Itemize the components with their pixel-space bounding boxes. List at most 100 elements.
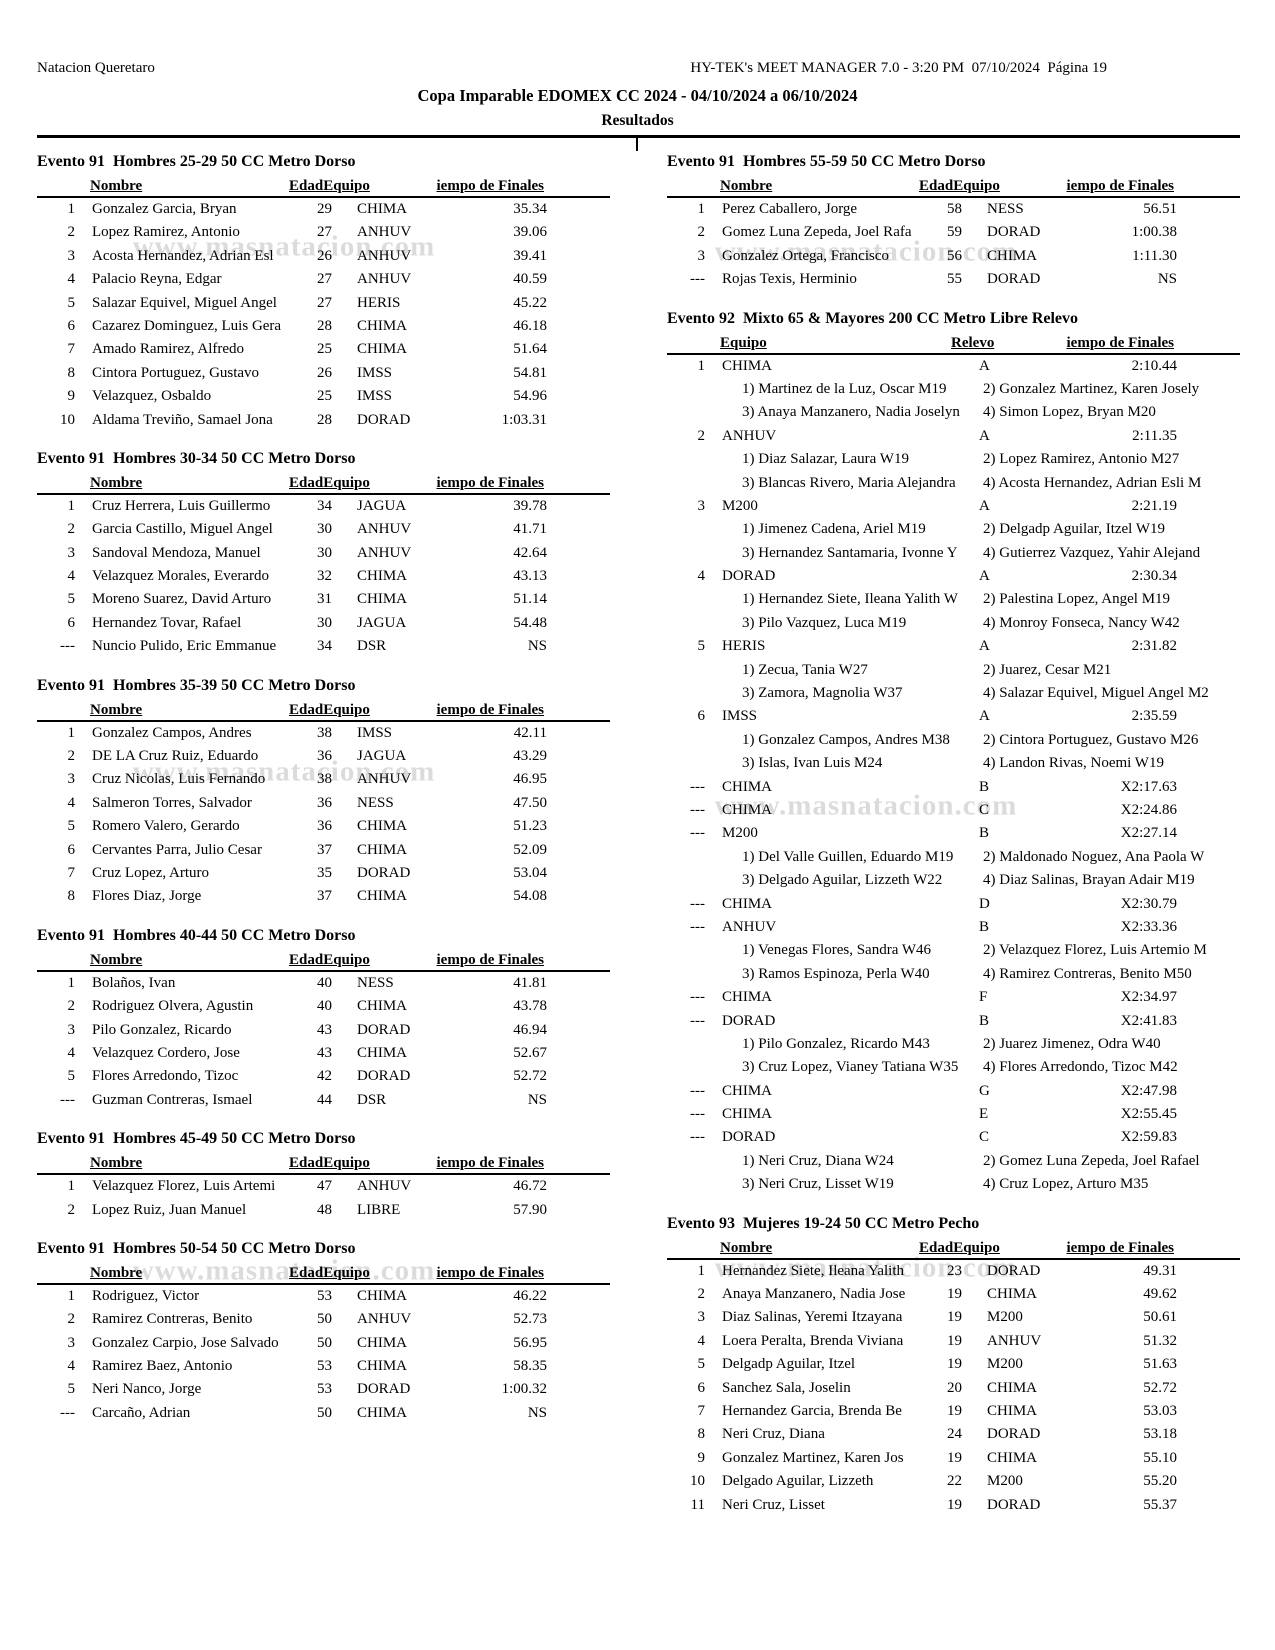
final-time: 45.22 [513,294,547,311]
place: 2 [697,224,706,241]
result-row: 2 Gomez Luna Zepeda, Joel Rafa 59 DORAD 1:00… [667,221,1240,244]
final-time: 54.81 [513,364,547,381]
swimmer-name: Amado Ramirez, Alfredo [92,341,245,358]
final-time: 1:00.38 [1131,224,1177,241]
result-row: 4 Velazquez Morales, Everardo 32 CHIMA 43.13 [37,565,610,588]
place: 1 [697,357,706,374]
result-row: 7 Amado Ramirez, Alfredo 25 CHIMA 51.64 [37,338,610,361]
result-row: 3 Gonzalez Ortega, Francisco 56 CHIMA 1:11.3… [667,245,1240,268]
swimmer-name: Rojas Texis, Herminio [722,271,857,288]
relay-swimmers-row: 1) Gonzalez Campos, Andres M38 2) Cintora… [667,729,1240,752]
final-time: 51.14 [513,591,547,608]
table-header: Nombre EdadEquipo iempo de Finales [37,948,610,972]
team-name: ANHUV [357,521,412,538]
swimmer-name: Neri Nanco, Jorge [92,1381,202,1398]
place: 3 [67,1021,76,1038]
event-title: Evento 91 Hombres 55-59 50 CC Metro Dors… [667,153,986,170]
team-name: IMSS [357,364,393,381]
final-time: 43.13 [513,568,547,585]
age: 43 [317,1044,332,1061]
result-row: 3 Gonzalez Carpio, Jose Salvado 50 CHIMA 56.… [37,1332,610,1355]
result-row: 3 Acosta Hernandez, Adrian Esl 26 ANHUV 39.4… [37,245,610,268]
event-title: Evento 93 Mujeres 19-24 50 CC Metro Pech… [667,1214,980,1232]
table-header: Nombre EdadEquipo iempo de Finales [37,698,610,722]
watermark: www.masnatacion.com [132,230,436,263]
place: --- [690,989,705,1006]
age: 42 [317,1068,332,1085]
age: 19 [947,1356,962,1373]
table-header: Nombre EdadEquipo iempo de Finales [667,174,1240,198]
team-name: IMSS [722,708,758,725]
result-row: 2 Anaya Manzanero, Nadia Jose 19 CHIMA 49.62 [667,1283,1240,1306]
result-row: 6 Sanchez Sala, Joselin 20 CHIMA 52.72 [667,1377,1240,1400]
place: 6 [697,708,706,725]
age: 37 [317,888,332,905]
event-title: Evento 91 Hombres 30-34 50 CC Metro Dors… [37,449,356,467]
result-row: 3 Diaz Salinas, Yeremi Itzayana 19 M200 50.6… [667,1306,1240,1329]
watermark: www.masnatacion.com [714,235,1018,268]
final-time: 46.95 [513,771,547,788]
team-name: CHIMA [987,1449,1038,1466]
relay-swimmer: 1) Neri Cruz, Diana W24 [742,1152,894,1169]
final-time: 46.94 [513,1021,547,1038]
team-name: CHIMA [357,1358,408,1375]
event-title: Evento 91 Hombres 25-29 50 CC Metro Dors… [37,153,356,170]
team-name: CHIMA [357,998,408,1015]
place: --- [690,895,705,912]
result-row: --- Rojas Texis, Herminio 55 DORAD NS [667,268,1240,291]
swimmer-name: Delgadp Aguilar, Itzel [722,1356,856,1373]
relay-swimmer: 1) Pilo Gonzalez, Ricardo M43 [742,1035,930,1052]
swimmer-name: Rodriguez Olvera, Agustin [92,998,254,1015]
team-name: DSR [357,1091,387,1108]
place: 1 [67,1178,76,1195]
team-name: CHIMA [357,1287,408,1304]
final-time: 52.09 [513,841,547,858]
age: 34 [317,497,332,514]
relay-swimmers-row: 1) Pilo Gonzalez, Ricardo M43 2) Juarez J… [667,1033,1240,1056]
team-name: DORAD [722,568,776,585]
age: 50 [317,1334,332,1351]
relay-swimmers-row: 3) Pilo Vazquez, Luca M19 4) Monroy Fonse… [667,612,1240,635]
final-time: 41.71 [513,521,547,538]
team-name: LIBRE [357,1201,401,1218]
final-time: X2:41.83 [1120,1012,1177,1029]
swimmer-name: Flores Diaz, Jorge [92,888,202,905]
relay-letter: B [979,778,990,795]
column-header-name: Nombre [90,1264,143,1281]
team-name: DORAD [987,1426,1041,1443]
age: 53 [317,1358,332,1375]
team-name: NESS [357,974,394,991]
team-name: CHIMA [722,778,773,795]
column-header-middle: EdadEquipo [289,701,370,718]
team-name: ANHUV [357,247,412,264]
event-section: Evento 91 Hombres 55-59 50 CC Metro Dors… [667,146,1240,292]
age: 27 [317,294,332,311]
swimmer-name: Velazquez Morales, Everardo [92,568,269,585]
age: 30 [317,521,332,538]
swimmer-name: Pilo Gonzalez, Ricardo [92,1021,232,1038]
relay-row: 2 ANHUV A 2:11.35 [667,425,1240,448]
event-title: Evento 92 Mixto 65 & Mayores 200 CC Metr… [667,309,1079,327]
relay-swimmer: 2) Gomez Luna Zepeda, Joel Rafael [983,1152,1200,1169]
swimmer-name: Carcaño, Adrian [92,1404,191,1421]
result-row: 8 Cintora Portuguez, Gustavo 26 IMSS 54.81 [37,362,610,385]
place: 4 [67,1044,76,1061]
relay-swimmer: 1) Zecua, Tania W27 [742,661,868,678]
final-time: 52.67 [513,1044,547,1061]
swimmer-name: Gomez Luna Zepeda, Joel Rafa [722,224,912,241]
team-name: M200 [987,1309,1023,1326]
swimmer-name: Moreno Suarez, David Arturo [92,591,272,608]
team-name: IMSS [357,388,393,405]
relay-swimmer: 2) Velazquez Florez, Luis Artemio M [983,942,1207,959]
place: 2 [697,427,706,444]
age: 19 [947,1332,962,1349]
result-row: 4 Loera Peralta, Brenda Viviana 19 ANHUV 51.… [667,1330,1240,1353]
relay-swimmers-row: 3) Ramos Espinoza, Perla W40 4) Ramirez C… [667,963,1240,986]
swimmer-name: Sandoval Mendoza, Manuel [92,544,261,561]
final-time: 53.04 [513,864,547,881]
final-time: 42.11 [513,724,547,741]
relay-row: --- CHIMA D X2:30.79 [667,893,1240,916]
place: 4 [67,568,76,585]
place: 6 [67,614,76,631]
relay-swimmer: 3) Islas, Ivan Luis M24 [742,755,883,772]
